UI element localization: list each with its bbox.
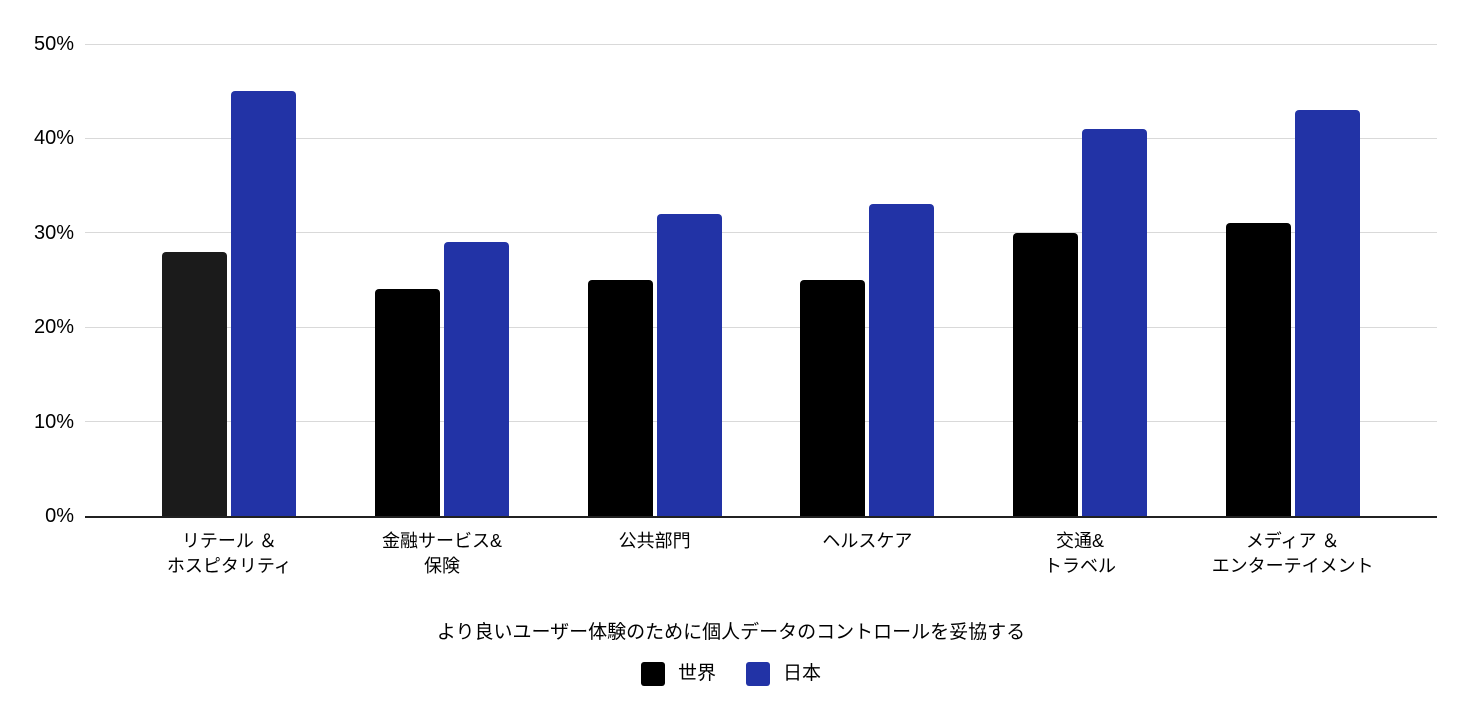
bar-世界-5 xyxy=(1225,223,1291,516)
bar-世界-3 xyxy=(800,280,866,516)
bar-日本-3 xyxy=(869,204,935,516)
x-label-5: メディア ＆ エンターテイメント xyxy=(1186,529,1399,579)
legend: 世界 日本 xyxy=(0,662,1462,686)
bars-layer xyxy=(85,44,1437,516)
bar-日本-0 xyxy=(231,91,297,516)
x-label-4: 交通& トラベル xyxy=(974,529,1187,579)
legend-swatch-icon xyxy=(640,662,665,686)
x-label-line: 保険 xyxy=(424,556,460,576)
gridline-50 xyxy=(85,43,1437,45)
x-label-2: 公共部門 xyxy=(548,529,761,579)
x-label-line: 交通& xyxy=(1056,531,1105,551)
legend-label: 日本 xyxy=(783,663,822,684)
gridline-30 xyxy=(85,232,1437,234)
legend-item-世界: 世界 xyxy=(640,662,716,686)
x-label-line: 公共部門 xyxy=(618,531,691,551)
bar-group-3 xyxy=(761,204,974,516)
x-label-line: リテール ＆ xyxy=(181,531,277,551)
x-label-0: リテール ＆ ホスピタリティ xyxy=(123,529,336,579)
bar-group-4 xyxy=(974,128,1187,516)
x-label-line: エンターテイメント xyxy=(1211,556,1374,576)
y-axis: 0% 10% 20% 30% 40% 50% xyxy=(0,34,74,526)
x-axis-title: より良いユーザー体験のために個人データのコントロールを妥協する xyxy=(436,622,1026,643)
y-tick-label-20: 20% xyxy=(33,316,74,339)
y-tick-label-40: 40% xyxy=(33,127,74,150)
bar-日本-4 xyxy=(1082,128,1148,516)
x-label-line: トラベル xyxy=(1044,556,1117,576)
x-axis-labels: リテール ＆ホスピタリティ 金融サービス& 保険 公共部門 ヘルスケア 交通& トラベル メデ… xyxy=(85,529,1437,579)
x-label-3: ヘルスケア xyxy=(761,529,974,579)
gridline-10 xyxy=(85,421,1437,423)
legend-label: 世界 xyxy=(677,663,716,684)
x-label-line: ヘルスケア xyxy=(822,531,913,551)
x-label-line: ホスピタリティ xyxy=(166,556,292,576)
bar-group-0 xyxy=(123,91,336,516)
legend-item-日本: 日本 xyxy=(746,662,821,686)
plot-area xyxy=(85,43,1437,518)
y-tick-label-10: 10% xyxy=(33,410,74,433)
gridline-40 xyxy=(85,137,1437,139)
bar-group-2 xyxy=(548,213,761,516)
bar-世界-0 xyxy=(162,251,228,516)
bar-世界-4 xyxy=(1013,232,1079,516)
x-label-1: 金融サービス& 保険 xyxy=(336,529,549,579)
x-label-line: 金融サービス& xyxy=(382,531,503,551)
gridline-20 xyxy=(85,326,1437,328)
bar-日本-1 xyxy=(444,242,509,516)
bar-世界-1 xyxy=(375,289,440,516)
y-tick-label-50: 50% xyxy=(33,33,74,55)
bar-group-1 xyxy=(336,242,549,516)
x-label-line: メディア ＆ xyxy=(1245,531,1340,551)
legend-swatch-icon xyxy=(746,662,770,686)
bar-世界-2 xyxy=(587,280,653,516)
y-tick-label-30: 30% xyxy=(33,221,74,244)
y-tick-label-0: 0% xyxy=(45,505,74,527)
bar-group-5 xyxy=(1186,110,1399,516)
bar-日本-2 xyxy=(656,213,722,516)
bar-日本-5 xyxy=(1294,110,1360,516)
